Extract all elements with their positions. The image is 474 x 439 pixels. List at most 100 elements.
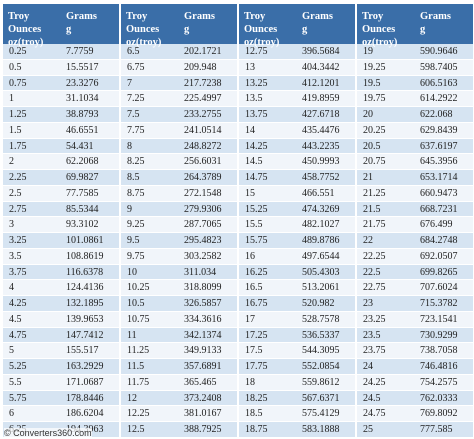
table-row: 16.5 513.2061 — [239, 280, 355, 296]
table-row: 11.25 349.9133 — [121, 343, 237, 359]
ounces-cell: 25 — [363, 424, 373, 435]
table-row: 17 528.7578 — [239, 311, 355, 328]
ounces-cell: 16.5 — [245, 282, 263, 294]
grams-cell: 287.7065 — [184, 219, 222, 231]
table-group: Troy Ounces oz(troy) Grams g 6.5 202.1721 6.75… — [121, 4, 237, 438]
grams-cell: 163.2929 — [66, 361, 104, 372]
ounces-cell: 16 — [245, 250, 255, 262]
table-row: 8.5 264.3789 — [121, 170, 237, 186]
table-row: 7.75 241.0514 — [121, 122, 237, 139]
table-row: 16.25 505.4303 — [239, 264, 355, 281]
ounces-cell: 22.75 — [363, 282, 386, 294]
table-row: 24.75 769.8092 — [357, 406, 473, 422]
grams-cell: 482.1027 — [302, 219, 340, 231]
header-line: Grams — [66, 11, 97, 22]
table-row: 16 497.6544 — [239, 248, 355, 265]
table-row: 14 435.4476 — [239, 122, 355, 139]
grams-cell: 357.6891 — [184, 361, 222, 372]
header-line: g — [420, 24, 426, 35]
ounces-cell: 16.75 — [245, 298, 268, 309]
table-group: Troy Ounces oz(troy) Grams g 0.25 7.7759 0.5 15… — [3, 4, 119, 438]
header-line: Grams — [184, 11, 215, 22]
grams-cell: 723.1541 — [420, 313, 458, 325]
header-cell: Grams g — [61, 4, 119, 44]
table-row: 16.75 520.982 — [239, 296, 355, 312]
grams-cell: 466.551 — [302, 187, 335, 199]
table-row: 18.75 583.1888 — [239, 422, 355, 438]
table-row: 7 217.7238 — [121, 75, 237, 92]
header-line: oz(troy) — [126, 37, 162, 48]
ounces-cell: 5.25 — [9, 361, 27, 372]
ounces-cell: 9 — [127, 203, 132, 215]
grams-cell: 396.5684 — [302, 46, 340, 57]
table-row: 8.25 256.6031 — [121, 154, 237, 170]
header-cell: Grams g — [415, 4, 473, 44]
header-cell: Troy Ounces oz(troy) — [121, 4, 179, 48]
ounces-cell: 7.5 — [127, 109, 140, 120]
grams-cell: 614.2922 — [420, 93, 458, 105]
header-cell: Troy Ounces oz(troy) — [239, 4, 297, 48]
ounces-cell: 0.25 — [9, 46, 27, 57]
ounces-cell: 14.75 — [245, 172, 268, 183]
header-line: Troy Ounces — [8, 11, 42, 35]
table-row: 21.25 660.9473 — [357, 185, 473, 202]
table-row: 6.75 209.948 — [121, 59, 237, 76]
ounces-cell: 12.25 — [127, 408, 150, 420]
ounces-cell: 15.75 — [245, 235, 268, 246]
ounces-cell: 23 — [363, 298, 373, 309]
table-row: 2.75 85.5344 — [3, 201, 119, 218]
table-row: 24 746.4816 — [357, 359, 473, 375]
grams-cell: 108.8619 — [66, 250, 104, 262]
grams-cell: 489.8786 — [302, 235, 340, 246]
header-cell: Troy Ounces oz(troy) — [357, 4, 415, 48]
table-row: 18.5 575.4129 — [239, 406, 355, 422]
ounces-cell: 9.75 — [127, 250, 145, 262]
grams-cell: 7.7759 — [66, 46, 94, 57]
table-row: 20.75 645.3956 — [357, 154, 473, 170]
grams-cell: 388.7925 — [184, 424, 222, 435]
ounces-cell: 0.75 — [9, 77, 27, 89]
table-row: 18.25 567.6371 — [239, 390, 355, 407]
grams-cell: 668.7231 — [420, 203, 458, 215]
ounces-cell: 4.5 — [9, 313, 22, 325]
ounces-cell: 13.25 — [245, 77, 268, 89]
ounces-cell: 8 — [127, 140, 132, 152]
table-body: 6.5 202.1721 6.75 209.948 7 217.7238 7.25 225.4… — [121, 44, 237, 438]
ounces-cell: 21.25 — [363, 187, 386, 199]
grams-cell: 373.2408 — [184, 392, 222, 404]
header-cell: Troy Ounces oz(troy) — [3, 4, 61, 48]
grams-cell: 155.517 — [66, 345, 99, 357]
table-row: 0.5 15.5517 — [3, 59, 119, 76]
grams-cell: 637.6197 — [420, 140, 458, 152]
table-body: 0.25 7.7759 0.5 15.5517 0.75 23.3276 1 31.1034 1… — [3, 44, 119, 438]
table-row: 25 777.585 — [357, 422, 473, 438]
table-row: 13 404.3442 — [239, 59, 355, 76]
table-row: 2.5 77.7585 — [3, 185, 119, 202]
ounces-cell: 18.5 — [245, 408, 263, 420]
table-row: 22.75 707.6024 — [357, 280, 473, 296]
grams-cell: 334.3616 — [184, 313, 222, 325]
ounces-cell: 20.25 — [363, 124, 386, 136]
table-row: 3.25 101.0861 — [3, 233, 119, 249]
ounces-cell: 1 — [9, 93, 14, 105]
ounces-cell: 22.5 — [363, 266, 381, 278]
table-row: 13.5 419.8959 — [239, 91, 355, 107]
grams-cell: 139.9653 — [66, 313, 104, 325]
ounces-cell: 23.25 — [363, 313, 386, 325]
grams-cell: 171.0687 — [66, 376, 104, 388]
table-row: 22 684.2748 — [357, 233, 473, 249]
table-row: 22.5 699.8265 — [357, 264, 473, 281]
ounces-cell: 4 — [9, 282, 14, 294]
table-row: 10.75 334.3616 — [121, 311, 237, 328]
grams-cell: 85.5344 — [66, 203, 99, 215]
table-row: 24.25 754.2575 — [357, 374, 473, 391]
header-row: Troy Ounces oz(troy) Grams g — [357, 4, 473, 48]
grams-cell: 715.3782 — [420, 298, 458, 309]
grams-cell: 295.4823 — [184, 235, 222, 246]
grams-cell: 46.6551 — [66, 124, 99, 136]
table-row: 8 248.8272 — [121, 138, 237, 155]
ounces-cell: 5.75 — [9, 392, 27, 404]
ounces-cell: 13.5 — [245, 93, 263, 105]
table-row: 9.25 287.7065 — [121, 217, 237, 233]
ounces-cell: 18 — [245, 376, 255, 388]
